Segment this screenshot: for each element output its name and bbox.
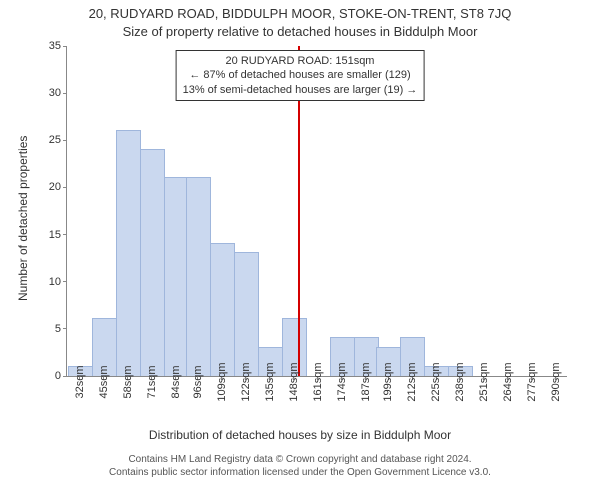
x-tick-label: 212sqm <box>406 362 418 401</box>
y-tick-label: 10 <box>49 276 67 288</box>
x-tick-label: 135sqm <box>264 362 276 401</box>
x-axis-label: Distribution of detached houses by size … <box>0 428 600 442</box>
x-tick-label: 96sqm <box>192 365 204 398</box>
x-tick-label: 174sqm <box>336 362 348 401</box>
y-tick-label: 5 <box>55 323 67 335</box>
annotation-line2: ← 87% of detached houses are smaller (12… <box>183 68 418 82</box>
x-tick-label: 45sqm <box>98 365 110 398</box>
y-tick-label: 30 <box>49 87 67 99</box>
y-tick-label: 15 <box>49 229 67 241</box>
histogram-bar <box>186 177 211 376</box>
x-tick-label: 238sqm <box>454 362 466 401</box>
x-tick-label: 161sqm <box>312 362 324 401</box>
footer: Contains HM Land Registry data © Crown c… <box>0 454 600 479</box>
histogram-bar <box>210 243 235 376</box>
y-tick-label: 20 <box>49 181 67 193</box>
x-tick-label: 32sqm <box>74 365 86 398</box>
x-tick-label: 122sqm <box>240 362 252 401</box>
page-title-line2: Size of property relative to detached ho… <box>0 24 600 39</box>
x-tick-label: 58sqm <box>122 365 134 398</box>
x-tick-label: 277sqm <box>526 362 538 401</box>
x-tick-label: 225sqm <box>430 362 442 401</box>
histogram-bar <box>234 252 259 376</box>
x-tick-label: 251sqm <box>478 362 490 401</box>
x-tick-label: 187sqm <box>360 362 372 401</box>
footer-line1: Contains HM Land Registry data © Crown c… <box>0 454 600 467</box>
x-tick-label: 199sqm <box>382 362 394 401</box>
annotation-line1: 20 RUDYARD ROAD: 151sqm <box>183 54 418 68</box>
histogram-bar <box>116 130 141 376</box>
footer-line2: Contains public sector information licen… <box>0 467 600 480</box>
page-title-line1: 20, RUDYARD ROAD, BIDDULPH MOOR, STOKE-O… <box>0 6 600 21</box>
x-tick-label: 84sqm <box>170 365 182 398</box>
annotation-box: 20 RUDYARD ROAD: 151sqm ← 87% of detache… <box>176 50 425 101</box>
y-tick-label: 25 <box>49 134 67 146</box>
y-tick-label: 35 <box>49 40 67 52</box>
x-tick-label: 264sqm <box>502 362 514 401</box>
annotation-line3: 13% of semi-detached houses are larger (… <box>183 83 418 97</box>
histogram-bar <box>140 149 165 376</box>
y-tick-label: 0 <box>55 370 67 382</box>
x-tick-label: 148sqm <box>288 362 300 401</box>
x-tick-label: 71sqm <box>146 365 158 398</box>
y-axis-label: Number of detached properties <box>16 136 30 301</box>
x-tick-label: 109sqm <box>216 362 228 401</box>
x-tick-label: 290sqm <box>550 362 562 401</box>
